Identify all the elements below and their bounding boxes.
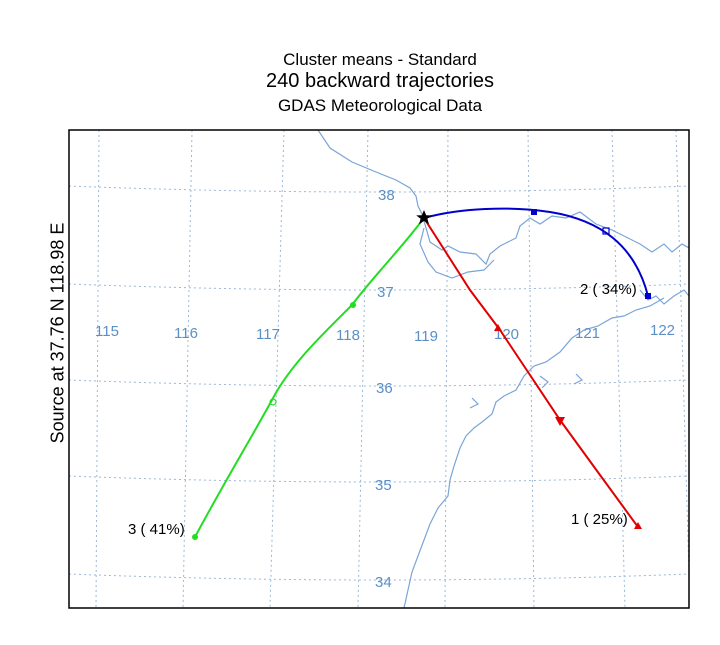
trajectory-2-endpoint bbox=[645, 293, 651, 299]
trajectory-3: 3 ( 41%) bbox=[128, 217, 425, 540]
plot-frame bbox=[68, 129, 690, 609]
trajectory-3-endpoint bbox=[192, 534, 198, 540]
lon-label: 121 bbox=[575, 325, 600, 342]
lon-labels: 115 116 117 118 119 120 121 122 bbox=[95, 322, 675, 345]
lat-label: 35 bbox=[375, 477, 392, 494]
lon-label: 115 bbox=[95, 323, 119, 340]
source-star-icon bbox=[416, 210, 432, 225]
trajectory-2: 2 ( 34%) bbox=[423, 207, 651, 299]
title-line-1: Cluster means - Standard bbox=[283, 50, 477, 69]
cluster-1-label: 1 ( 25%) bbox=[571, 511, 628, 528]
lat-labels: 38 37 36 35 34 bbox=[375, 187, 395, 591]
title-line-3: GDAS Meteorological Data bbox=[277, 96, 483, 115]
lat-label: 38 bbox=[378, 187, 395, 204]
title-line-2: 240 backward trajectories bbox=[266, 70, 494, 92]
trajectory-3-marker bbox=[269, 398, 277, 406]
trajectory-3-path bbox=[194, 217, 425, 538]
cluster-2-label: 2 ( 34%) bbox=[580, 281, 637, 298]
map-content bbox=[69, 130, 689, 608]
lat-label: 34 bbox=[375, 574, 392, 591]
trajectory-3-marker bbox=[350, 302, 356, 308]
trajectory-2-marker bbox=[531, 209, 537, 215]
trajectory-1-path bbox=[423, 217, 639, 528]
trajectory-2-marker bbox=[602, 227, 610, 235]
trajectory-1-marker bbox=[494, 324, 502, 331]
lat-label: 37 bbox=[377, 284, 394, 301]
trajectory-1-endpoint bbox=[634, 522, 642, 529]
lat-label: 36 bbox=[376, 380, 393, 397]
lon-label: 117 bbox=[256, 326, 280, 343]
lon-label: 116 bbox=[174, 325, 198, 342]
trajectory-1: 1 ( 25%) bbox=[423, 217, 642, 529]
lon-label: 119 bbox=[414, 328, 438, 345]
trajectory-2-path bbox=[423, 207, 649, 297]
lon-label: 118 bbox=[336, 327, 360, 344]
lon-label: 122 bbox=[650, 322, 675, 339]
coastline bbox=[317, 130, 689, 608]
trajectory-1-marker bbox=[555, 417, 565, 426]
parallel-lines bbox=[69, 185, 689, 581]
cluster-3-label: 3 ( 41%) bbox=[128, 521, 185, 538]
